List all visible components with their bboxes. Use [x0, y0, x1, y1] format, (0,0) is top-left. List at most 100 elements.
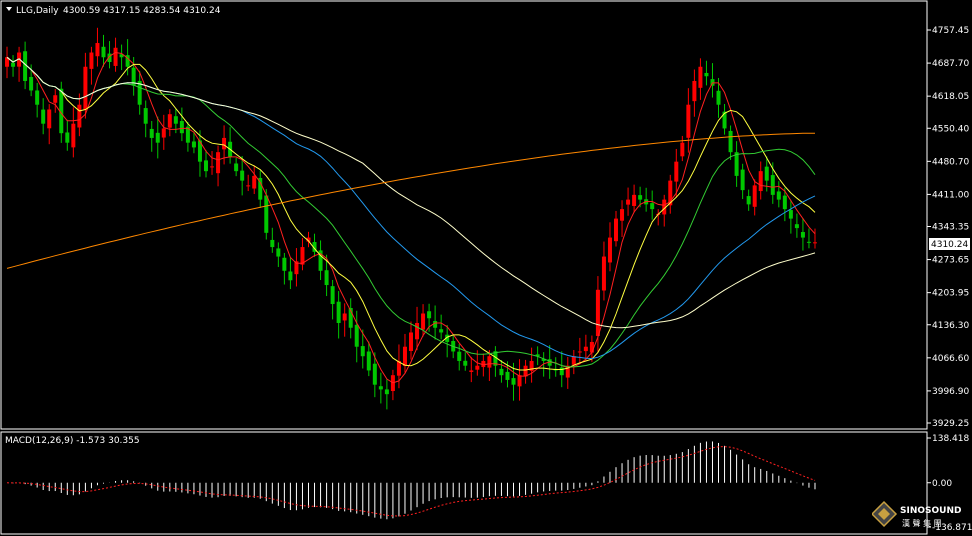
candle-body [758, 171, 763, 192]
candle-body [523, 365, 528, 377]
ma-green-line [6, 56, 816, 368]
macd-panel-frame [0, 431, 928, 535]
sinosound-logo: SINOSOUND 漢 聲 集 團 [870, 500, 968, 532]
candle-body [53, 95, 58, 103]
macd-tick-label: 0.00 [932, 479, 952, 489]
candle-body [716, 90, 721, 105]
candles-layer [5, 27, 817, 410]
candle-body [469, 370, 474, 372]
candle-body [197, 140, 202, 162]
candle-body [409, 332, 413, 351]
candle-body [601, 256, 606, 291]
candle-body [89, 52, 94, 69]
candle-body [149, 128, 154, 138]
moving-averages-layer [6, 51, 816, 384]
ma-orange-line [6, 132, 815, 269]
candle-body [752, 185, 757, 207]
logo-name: SINOSOUND [900, 506, 961, 516]
candle-body [638, 195, 643, 200]
candle-body [222, 137, 227, 150]
candle-body [421, 313, 426, 330]
candle-body [463, 360, 468, 366]
candle-body [722, 111, 727, 129]
candle-body [185, 126, 190, 143]
candle-body [782, 195, 787, 210]
candle-body [692, 80, 697, 102]
candle-body [71, 123, 76, 148]
symbol-period: LLG,Daily [16, 6, 59, 16]
candle-body [577, 351, 582, 353]
candle-body [11, 62, 16, 67]
dropdown-triangle-icon[interactable] [6, 7, 12, 11]
candle-body [282, 257, 287, 271]
candle-body [620, 209, 625, 221]
candle-body [119, 54, 124, 58]
price-tick-label: 4411.00 [932, 190, 969, 200]
candle-body [354, 324, 359, 347]
candle-body [234, 163, 239, 172]
candle-body [728, 130, 733, 153]
candle-body [324, 270, 329, 286]
candle-body [258, 177, 263, 200]
candle-body [113, 47, 118, 66]
candle-body [270, 239, 275, 248]
candle-body [511, 378, 516, 385]
candle-body [378, 386, 383, 390]
candle-body [155, 132, 160, 143]
candle-body [173, 116, 178, 124]
candle-body [35, 90, 40, 105]
candle-body [402, 346, 407, 366]
candle-body [246, 185, 251, 187]
candle-body [487, 356, 492, 368]
candle-body [83, 66, 88, 110]
candle-body [806, 241, 811, 243]
candle-body [595, 289, 600, 336]
candle-body [125, 55, 130, 67]
price-tick-label: 4343.35 [932, 223, 969, 233]
candle-body [330, 286, 335, 305]
candle-body [589, 341, 594, 353]
macd-signal-line [6, 446, 816, 517]
candle-body [493, 351, 498, 366]
candle-body [445, 334, 450, 342]
candle-body [433, 321, 438, 328]
price-tick-label: 3929.25 [932, 419, 969, 429]
candle-body [29, 76, 34, 91]
candle-body [517, 375, 522, 387]
ohlc-values: 4300.59 4317.15 4283.54 4310.24 [63, 6, 221, 16]
candle-body [764, 166, 769, 181]
price-axis: 4757.45 4687.70 4618.05 4550.40 4480.70 4411.… [927, 26, 969, 429]
candle-body [698, 66, 703, 88]
candle-body [415, 322, 420, 340]
candle-body [47, 109, 52, 129]
candle-body [668, 180, 673, 206]
candle-body [770, 175, 775, 195]
candle-body [626, 199, 631, 205]
price-panel-frame [0, 0, 928, 430]
candle-body [210, 166, 215, 168]
candle-body [535, 354, 540, 357]
candle-body [203, 160, 208, 172]
candle-body [107, 53, 112, 63]
logo-sub: 漢 聲 集 團 [902, 518, 942, 528]
candle-body [372, 363, 377, 385]
candle-body [384, 389, 389, 395]
candle-body [294, 261, 299, 275]
candle-body [396, 360, 401, 376]
candle-body [559, 367, 564, 376]
candle-body [137, 80, 142, 105]
macd-tick-label: -136.871 [932, 523, 972, 533]
candle-body [41, 109, 46, 124]
candle-body [240, 170, 245, 181]
candle-body [342, 313, 347, 321]
price-tick-label: 4066.60 [932, 354, 969, 364]
candle-body [746, 196, 751, 205]
candle-body [475, 365, 480, 370]
candle-body [336, 301, 341, 323]
price-tick-label: 4203.95 [932, 289, 969, 299]
candle-body [318, 250, 323, 271]
candle-body [800, 232, 805, 238]
candle-body [23, 51, 28, 81]
candle-body [607, 237, 612, 263]
